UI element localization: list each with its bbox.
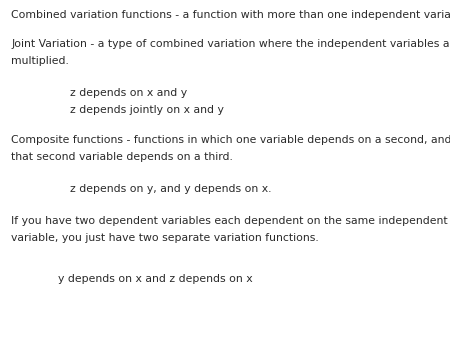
Text: If you have two dependent variables each dependent on the same independent: If you have two dependent variables each… [11, 216, 448, 226]
Text: that second variable depends on a third.: that second variable depends on a third. [11, 152, 233, 162]
Text: Joint Variation - a type of combined variation where the independent variables a: Joint Variation - a type of combined var… [11, 39, 450, 49]
Text: Combined variation functions - a function with more than one independent variabl: Combined variation functions - a functio… [11, 10, 450, 20]
Text: z depends on y, and y depends on x.: z depends on y, and y depends on x. [70, 184, 271, 194]
Text: z depends jointly on x and y: z depends jointly on x and y [70, 105, 224, 115]
Text: multiplied.: multiplied. [11, 56, 69, 66]
Text: variable, you just have two separate variation functions.: variable, you just have two separate var… [11, 233, 319, 243]
Text: Composite functions - functions in which one variable depends on a second, and: Composite functions - functions in which… [11, 135, 450, 145]
Text: z depends on x and y: z depends on x and y [70, 88, 187, 98]
Text: y depends on x and z depends on x: y depends on x and z depends on x [58, 274, 253, 284]
